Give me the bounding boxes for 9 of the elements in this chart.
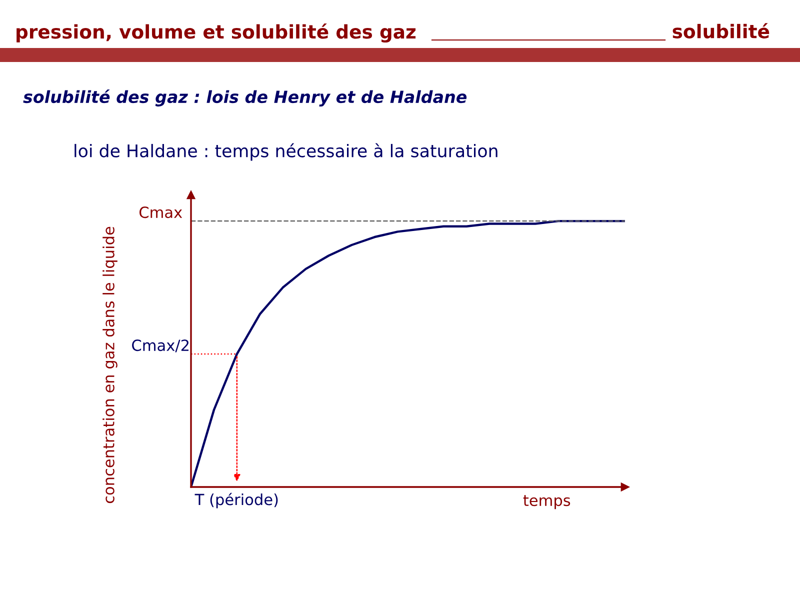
text: solubilité bbox=[672, 23, 770, 38]
ref-line-label: Cmax/2 bbox=[132, 340, 188, 352]
x-axis-title: temps bbox=[523, 495, 570, 510]
ref-line-label: Cmax bbox=[140, 206, 182, 218]
text: T (période) bbox=[194, 492, 278, 508]
text: concentration en gaz dans le liquide bbox=[102, 226, 118, 504]
chart-subtitle: loi de Haldane : temps nécessaire à la saturation bbox=[74, 143, 498, 161]
chart-title: pression, volume et solubilité des gaz bbox=[16, 23, 416, 43]
text: solubilité des gaz : lois de Henry et de Haldane bbox=[23, 90, 467, 106]
